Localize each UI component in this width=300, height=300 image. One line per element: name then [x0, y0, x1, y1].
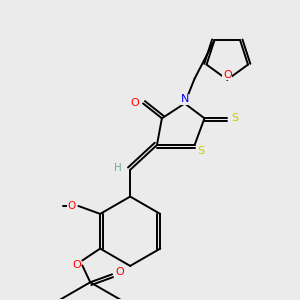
- Text: N: N: [181, 94, 189, 104]
- Text: H: H: [114, 163, 122, 173]
- Text: O: O: [131, 98, 140, 108]
- Text: O: O: [72, 260, 81, 270]
- Text: S: S: [232, 113, 239, 123]
- Text: S: S: [197, 146, 204, 156]
- Text: O: O: [116, 267, 124, 278]
- Text: O: O: [223, 70, 232, 80]
- Text: O: O: [67, 201, 76, 211]
